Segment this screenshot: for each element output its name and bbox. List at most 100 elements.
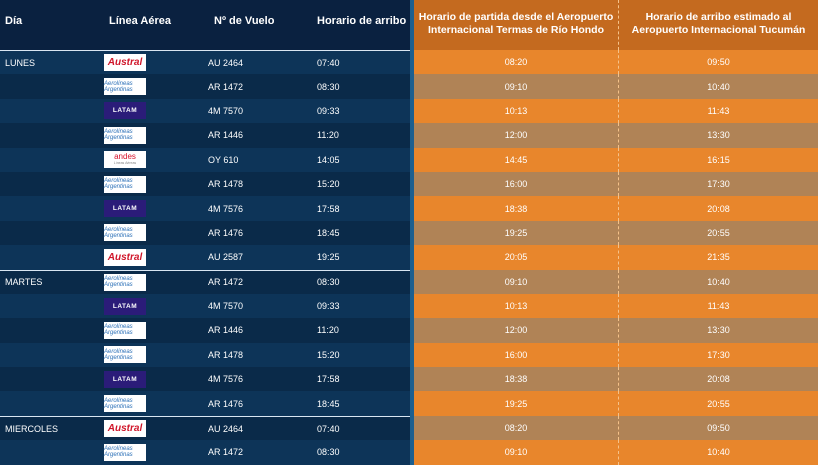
table-body: LUNES Austral AU 2464 07:40 08:20 09:50 Aerolí… xyxy=(0,50,818,465)
day-cell xyxy=(0,245,104,269)
column-divider xyxy=(410,50,414,75)
flight-number-cell: AR 1472 xyxy=(208,277,244,288)
flight-number-cell: AR 1472 xyxy=(208,81,244,92)
column-divider xyxy=(410,74,414,99)
header-day: Día xyxy=(0,0,104,50)
row-right-part: 19:25 20:55 xyxy=(414,220,818,246)
estimated-arrival-cell: 13:30 xyxy=(618,123,818,148)
day-cell xyxy=(0,391,104,415)
day-cell xyxy=(0,196,104,220)
row-left-part: MARTES Aerolíneas Argentinas AR 1472 08:30 xyxy=(0,269,410,294)
departure-time-cell: 14:45 xyxy=(504,154,528,165)
flight-number-cell: AU 2464 xyxy=(208,57,244,68)
aerolineas-argentinas-logo: Aerolíneas Argentinas xyxy=(104,126,146,144)
day-cell xyxy=(0,440,104,464)
column-divider xyxy=(410,318,414,343)
arrival-time-cell: 18:45 xyxy=(317,398,340,409)
estimated-arrival-cell: 13:30 xyxy=(618,318,818,343)
column-divider xyxy=(410,196,414,221)
departure-time-cell: 18:38 xyxy=(504,203,528,214)
estimated-arrival-cell: 16:15 xyxy=(618,147,818,172)
row-left-part: Aerolíneas Argentinas AR 1478 15:20 xyxy=(0,342,410,368)
table-row: Aerolíneas Argentinas AR 1472 08:30 09:10 10… xyxy=(0,74,818,99)
departure-time-cell: 16:00 xyxy=(504,179,528,190)
airline-cell: Aerolíneas Argentinas xyxy=(104,172,208,196)
arrival-time-cell: 11:20 xyxy=(317,325,339,336)
arrival-time-cell: 07:40 xyxy=(317,423,340,434)
day-cell xyxy=(0,172,104,196)
row-right-part: 12:00 13:30 xyxy=(414,123,818,148)
airline-cell: Aerolíneas Argentinas xyxy=(104,74,208,98)
arrival-time-cell: 15:20 xyxy=(317,349,340,360)
header-departure-time: Horario de partida desde el Aeropuerto I… xyxy=(414,0,618,50)
table-row: Aerolíneas Argentinas AR 1478 15:20 16:00 17… xyxy=(0,342,818,368)
departure-time-cell: 09:10 xyxy=(504,276,528,287)
column-divider xyxy=(410,415,414,441)
row-left-part: Aerolíneas Argentinas AR 1478 15:20 xyxy=(0,171,410,197)
table-row: Aerolíneas Argentinas AR 1446 11:20 12:00 13… xyxy=(0,123,818,148)
departure-time-cell: 09:10 xyxy=(504,447,528,458)
airline-cell: LATAM xyxy=(104,367,208,391)
andes-logo: andes Líneas Aéreas xyxy=(104,151,146,169)
day-cell: MARTES xyxy=(5,277,43,288)
row-right-part: 10:13 11:43 xyxy=(414,293,818,319)
row-right-part: 12:00 13:30 xyxy=(414,318,818,343)
flight-number-cell: 4M 7570 xyxy=(208,301,244,312)
airline-cell: andes Líneas Aéreas xyxy=(104,148,208,172)
austral-logo: Austral xyxy=(104,248,146,266)
row-left-part: LATAM 4M 7570 09:33 xyxy=(0,293,410,319)
departure-time-cell: 08:20 xyxy=(504,57,528,68)
header-arrival-time: Horario de arribo xyxy=(312,0,410,50)
arrival-time-cell: 15:20 xyxy=(317,179,340,190)
day-cell xyxy=(0,99,104,123)
estimated-arrival-cell: 20:55 xyxy=(618,220,818,246)
header-estimated-arrival: Horario de arribo estimado al Aeropuerto… xyxy=(618,0,818,50)
arrival-time-cell: 14:05 xyxy=(317,154,340,165)
table-row: LATAM 4M 7570 09:33 10:13 11:43 xyxy=(0,293,818,319)
header-flight-number: Nº de Vuelo xyxy=(208,0,312,50)
airline-cell: LATAM xyxy=(104,196,208,220)
column-divider xyxy=(410,342,414,368)
arrival-time-cell: 17:58 xyxy=(317,374,340,385)
estimated-arrival-cell: 09:50 xyxy=(618,50,818,75)
table-row: Aerolíneas Argentinas AR 1476 18:45 19:25 20… xyxy=(0,220,818,246)
airline-cell: Aerolíneas Argentinas xyxy=(104,123,208,147)
airline-cell: Austral xyxy=(104,417,208,440)
row-right-part: 09:10 10:40 xyxy=(414,74,818,99)
aerolineas-argentinas-logo: Aerolíneas Argentinas xyxy=(104,224,146,242)
row-right-part: 18:38 20:08 xyxy=(414,367,818,392)
airline-cell: Aerolíneas Argentinas xyxy=(104,343,208,367)
airline-cell: Aerolíneas Argentinas xyxy=(104,440,208,464)
flight-number-cell: AR 1476 xyxy=(208,227,244,238)
departure-time-cell: 12:00 xyxy=(504,130,528,141)
airline-cell: Aerolíneas Argentinas xyxy=(104,318,208,342)
departure-time-cell: 08:20 xyxy=(504,423,528,434)
day-cell xyxy=(0,367,104,391)
table-row: LATAM 4M 7576 17:58 18:38 20:08 xyxy=(0,196,818,221)
departure-time-cell: 10:13 xyxy=(504,301,528,312)
aerolineas-argentinas-logo: Aerolíneas Argentinas xyxy=(104,175,146,193)
day-cell: MIERCOLES xyxy=(5,423,59,434)
aerolineas-argentinas-logo: Aerolíneas Argentinas xyxy=(104,443,146,461)
row-left-part: LATAM 4M 7570 09:33 xyxy=(0,98,410,124)
flight-number-cell: AR 1478 xyxy=(208,349,244,360)
estimated-arrival-cell: 11:43 xyxy=(618,98,818,124)
row-right-part: 19:25 20:55 xyxy=(414,391,818,416)
aerolineas-argentinas-logo: Aerolíneas Argentinas xyxy=(104,395,146,413)
estimated-arrival-cell: 10:40 xyxy=(618,74,818,99)
airline-cell: Austral xyxy=(104,245,208,269)
table-row: Aerolíneas Argentinas AR 1478 15:20 16:00 17… xyxy=(0,171,818,197)
day-cell: LUNES xyxy=(5,57,36,68)
column-divider xyxy=(410,269,414,294)
flight-number-cell: AR 1446 xyxy=(208,130,244,141)
row-left-part: Aerolíneas Argentinas AR 1472 08:30 xyxy=(0,74,410,99)
airline-cell: Aerolíneas Argentinas xyxy=(104,391,208,415)
estimated-arrival-cell: 20:08 xyxy=(618,367,818,392)
column-divider xyxy=(410,245,414,270)
arrival-time-cell: 09:33 xyxy=(317,105,340,116)
estimated-arrival-cell: 17:30 xyxy=(618,342,818,368)
row-left-part: LATAM 4M 7576 17:58 xyxy=(0,367,410,392)
departure-time-cell: 19:25 xyxy=(504,227,528,238)
latam-logo: LATAM xyxy=(104,297,146,315)
row-left-part: Aerolíneas Argentinas AR 1446 11:20 xyxy=(0,318,410,343)
